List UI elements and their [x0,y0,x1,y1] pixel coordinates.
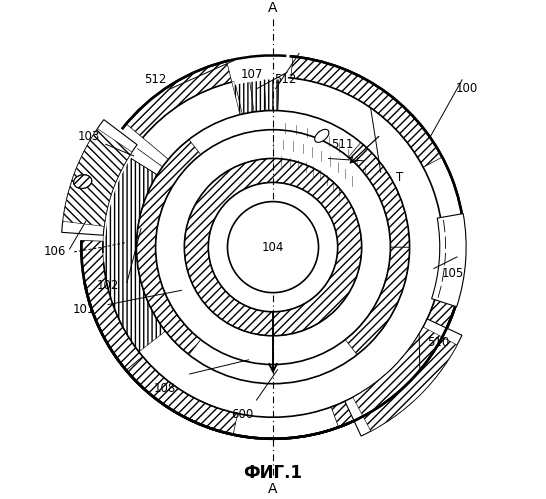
Wedge shape [81,55,465,439]
Wedge shape [81,241,143,370]
Wedge shape [232,77,279,115]
Text: 102: 102 [97,279,119,292]
Text: 600: 600 [231,408,253,421]
Text: 106: 106 [44,246,66,258]
Text: A: A [268,482,278,496]
Wedge shape [345,319,462,436]
Wedge shape [331,291,458,427]
Text: 510: 510 [427,336,449,349]
Circle shape [76,50,470,444]
Wedge shape [345,247,410,355]
Text: 512: 512 [274,73,296,86]
Text: 512: 512 [144,73,167,86]
Wedge shape [136,140,201,355]
Text: 100: 100 [456,82,478,95]
Wedge shape [291,56,442,167]
Ellipse shape [74,175,92,189]
Text: 107: 107 [240,68,263,81]
Wedge shape [79,130,139,236]
Wedge shape [126,356,238,435]
Ellipse shape [314,129,329,142]
Ellipse shape [74,175,92,189]
Text: 108: 108 [154,382,176,395]
Wedge shape [348,143,410,247]
Wedge shape [103,77,443,417]
Wedge shape [136,111,410,384]
Text: 101: 101 [73,303,95,316]
Wedge shape [63,129,132,227]
Wedge shape [185,159,361,336]
Circle shape [228,202,318,292]
Wedge shape [185,159,361,336]
Wedge shape [126,61,232,138]
Text: 105: 105 [442,267,464,280]
Wedge shape [103,157,165,352]
Text: A: A [268,0,278,14]
Text: 104: 104 [262,241,284,253]
Text: T: T [396,171,403,184]
Wedge shape [62,120,137,235]
Text: 103: 103 [78,130,99,143]
Wedge shape [229,53,287,84]
Wedge shape [431,214,466,307]
Text: 511: 511 [331,138,354,151]
Text: ФИГ.1: ФИГ.1 [244,464,302,482]
Wedge shape [353,327,457,431]
